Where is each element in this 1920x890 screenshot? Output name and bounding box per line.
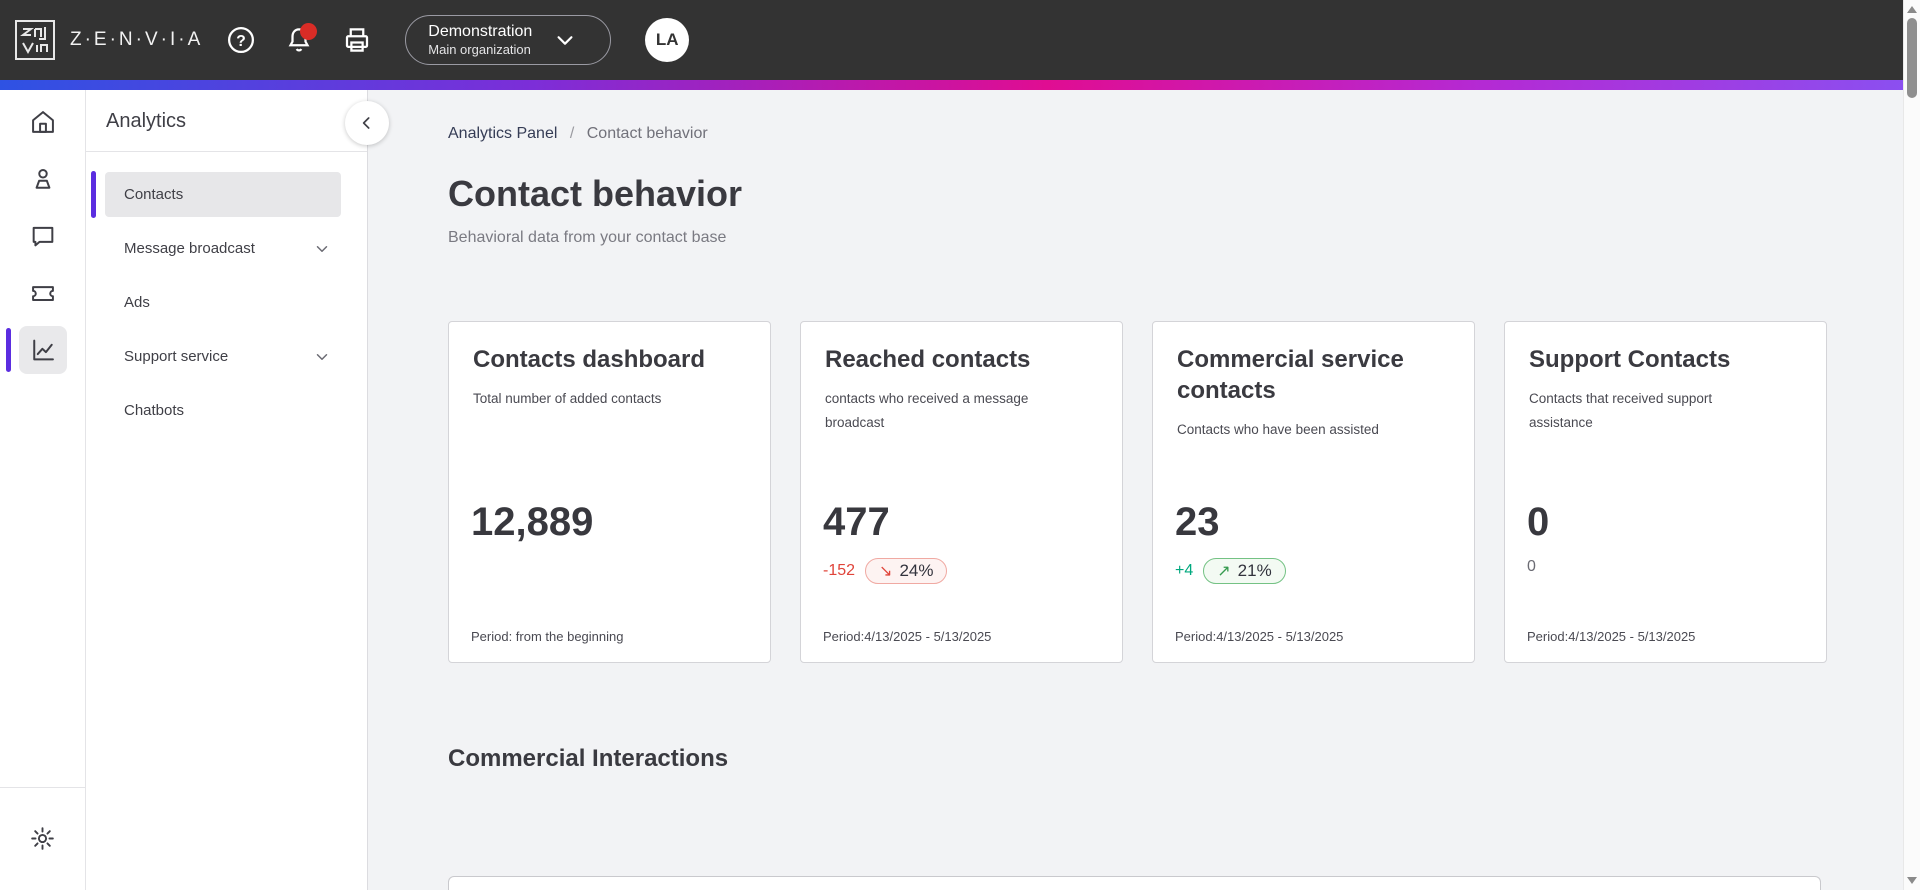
card-description: contacts who received a message broadcas…: [825, 391, 1029, 431]
delta-value: +4: [1175, 562, 1194, 579]
rail-bottom-section: [0, 787, 85, 890]
card-title: Reached contacts: [825, 346, 1031, 373]
zenvia-logo-icon: [15, 20, 55, 60]
card-commercial-service-contacts: Commercial service contacts Contacts who…: [1152, 321, 1475, 663]
breadcrumb: Analytics Panel / Contact behavior: [448, 121, 1903, 147]
person-icon: [35, 169, 50, 189]
section-title-commercial-interactions: Commercial Interactions: [448, 745, 729, 772]
printer-icon: [346, 28, 369, 52]
menu-item-label: Message broadcast: [124, 240, 255, 257]
home-icon: [31, 111, 54, 133]
panel-header: Analytics: [86, 90, 389, 152]
topbar: Z·E·N·V·I·A ? Demonstration Main organiz…: [0, 0, 1903, 80]
menu-item-label: Contacts: [124, 186, 184, 203]
icon-rail-sidebar: [0, 90, 86, 890]
sidebar-item-tickets[interactable]: [19, 269, 67, 317]
chevron-down-icon: [557, 36, 573, 45]
chevron-down-icon: [316, 245, 328, 252]
menu-item-contacts[interactable]: Contacts: [91, 171, 341, 218]
main-content: Analytics Panel / Contact behavior Conta…: [368, 90, 1903, 890]
ticket-icon: [31, 286, 54, 301]
chevron-left-icon: [362, 117, 370, 129]
page-title: Contact behavior: [448, 173, 743, 214]
card-title: Support Contacts: [1529, 346, 1731, 373]
menu-item-label: Support service: [124, 348, 229, 365]
menu-item-message-broadcast[interactable]: Message broadcast: [105, 226, 341, 271]
card-value: 23: [1175, 500, 1220, 544]
collapse-panel-button[interactable]: [345, 101, 389, 145]
brand-wordmark: Z·E·N·V·I·A: [70, 29, 204, 50]
help-icon: ?: [228, 27, 255, 53]
card-period: Period:4/13/2025 - 5/13/2025: [823, 629, 992, 644]
chat-icon: [32, 226, 53, 247]
card-reached-contacts: Reached contacts contacts who received a…: [800, 321, 1123, 663]
sidebar-item-analytics[interactable]: [5, 326, 67, 374]
organization-subtitle: Main organization: [428, 41, 531, 57]
analytics-panel: Analytics Contacts Message broadcast Ads…: [86, 90, 389, 890]
print-button[interactable]: [337, 20, 377, 60]
scroll-down-arrow-icon[interactable]: [1907, 877, 1917, 884]
sidebar-item-settings[interactable]: [19, 814, 67, 862]
sidebar-item-contacts[interactable]: [19, 155, 67, 203]
card-description: Contacts that received support assistanc…: [1529, 391, 1713, 431]
chart-icon: [32, 339, 54, 361]
scrollbar-thumb[interactable]: [1907, 18, 1917, 98]
organization-name: Demonstration: [428, 22, 533, 40]
card-description: Contacts who have been assisted: [1177, 422, 1379, 438]
commercial-interactions-card-partial: [448, 876, 1821, 890]
card-title: Commercial service contacts: [1177, 346, 1404, 405]
card-value: 0: [1527, 500, 1550, 544]
breadcrumb-analytics-panel[interactable]: Analytics Panel: [448, 125, 558, 142]
breadcrumb-separator: /: [569, 125, 575, 142]
scroll-up-arrow-icon[interactable]: [1907, 6, 1917, 13]
card-period: Period:4/13/2025 - 5/13/2025: [1175, 629, 1344, 644]
card-contacts-dashboard: Contacts dashboard Total number of added…: [448, 321, 771, 663]
delta-value: -152: [823, 562, 856, 579]
card-trend-row: +4 ↗ 21%: [1175, 558, 1286, 584]
vertical-scrollbar[interactable]: [1903, 0, 1920, 890]
card-description: Total number of added contacts: [473, 391, 662, 407]
notification-badge-dot: [300, 23, 318, 40]
help-button[interactable]: ?: [221, 20, 261, 60]
card-support-contacts: Support Contacts Contacts that received …: [1504, 321, 1827, 663]
menu-item-support-service[interactable]: Support service: [105, 334, 341, 379]
user-avatar[interactable]: LA: [645, 18, 690, 62]
svg-text:?: ?: [236, 33, 246, 50]
card-trend-row: 0: [1527, 558, 1536, 576]
trend-percent: 24%: [899, 561, 934, 580]
arrow-down-right-icon: ↘: [879, 563, 893, 580]
brand-gradient-bar: [0, 80, 1903, 90]
panel-menu: Contacts Message broadcast Ads Support s…: [86, 152, 367, 433]
card-value: 477: [823, 500, 890, 544]
delta-value: 0: [1527, 558, 1536, 575]
card-title: Contacts dashboard: [473, 346, 706, 373]
organization-selector[interactable]: Demonstration Main organization: [405, 15, 612, 65]
trend-badge-up: ↗ 21%: [1203, 558, 1286, 584]
trend-badge-down: ↘ 24%: [865, 558, 948, 584]
menu-item-label: Chatbots: [124, 402, 185, 419]
sidebar-item-conversations[interactable]: [19, 212, 67, 260]
sidebar-item-home[interactable]: [19, 98, 67, 146]
page-subtitle: Behavioral data from your contact base: [448, 229, 727, 246]
notifications-button[interactable]: [279, 20, 319, 60]
chevron-down-icon: [316, 353, 328, 360]
menu-item-chatbots[interactable]: Chatbots: [105, 388, 341, 433]
kpi-cards-row: Contacts dashboard Total number of added…: [448, 321, 1903, 663]
panel-title: Analytics: [106, 110, 187, 132]
menu-item-label: Ads: [124, 294, 150, 311]
gear-icon: [31, 826, 54, 850]
menu-item-ads[interactable]: Ads: [105, 280, 341, 325]
card-value: 12,889: [471, 500, 594, 544]
breadcrumb-current: Contact behavior: [586, 125, 708, 142]
arrow-up-right-icon: ↗: [1217, 563, 1231, 580]
trend-percent: 21%: [1237, 561, 1272, 580]
avatar-initials: LA: [655, 30, 679, 49]
card-period: Period:4/13/2025 - 5/13/2025: [1527, 629, 1696, 644]
card-period: Period: from the beginning: [471, 629, 624, 644]
card-trend-row: -152 ↘ 24%: [823, 558, 948, 584]
